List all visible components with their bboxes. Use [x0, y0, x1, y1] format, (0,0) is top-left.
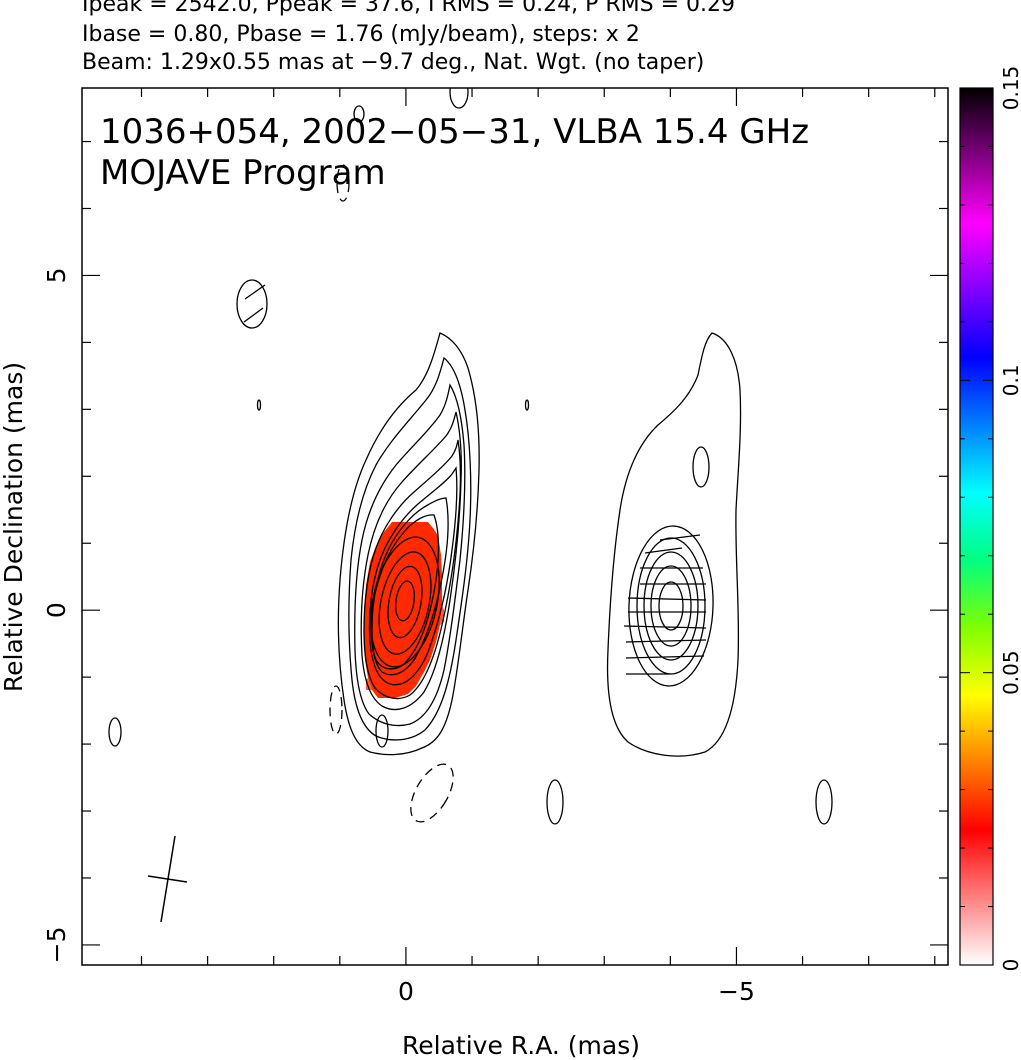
pol-contour-outer: [606, 332, 742, 757]
noise-contour: [449, 88, 469, 109]
contour-level-9: [370, 536, 440, 668]
pol-contour-6: [658, 581, 684, 631]
x-tick-label: 0: [398, 977, 414, 1006]
polarized-intensity-contours: [606, 332, 742, 757]
y-axis-label: Relative Declination (mas): [0, 362, 28, 692]
negative-contour: [410, 763, 454, 823]
beam-marker: [147, 835, 188, 923]
noise-contour: [108, 717, 122, 747]
pol-contour-4: [643, 551, 699, 661]
contour-level-10: [378, 551, 432, 655]
noise-contours: [108, 88, 833, 825]
pol-contour-small-top: [692, 446, 710, 488]
axis-ticks: [82, 88, 948, 965]
evpa-stick: [623, 625, 707, 629]
colorbar-tick-label: 0.05: [999, 650, 1021, 695]
plot-subtitle: MOJAVE Program: [100, 153, 386, 193]
contour-level-8: [370, 514, 440, 670]
total-intensity-contours: [337, 332, 480, 756]
x-tick-labels: 0 −5: [398, 977, 755, 1006]
colorbar-tick-label: 0.15: [999, 66, 1021, 111]
evpa-stick: [644, 547, 683, 554]
y-tick-labels: 5 0 −5: [42, 267, 71, 963]
y-tick-label: 5: [42, 267, 71, 283]
evpa-stick-small: [243, 307, 264, 323]
contour-level-5: [363, 439, 462, 700]
noise-contour: [546, 779, 564, 825]
plot-area: [108, 88, 833, 923]
pol-contour-2: [628, 525, 714, 687]
contour-level-4: [360, 411, 462, 711]
negative-contour: [336, 164, 350, 202]
negative-contour: [329, 685, 343, 735]
evpa-stick: [625, 655, 705, 659]
colorbar-tick-label: 0: [999, 959, 1021, 972]
y-tick-label: −5: [42, 926, 71, 963]
negative-contours: [329, 164, 454, 823]
noise-contour: [236, 279, 268, 329]
y-tick-label: 0: [42, 602, 71, 618]
evpa-vectors: [623, 534, 707, 675]
pol-contour-5: [650, 565, 692, 647]
evpa-stick-small: [244, 284, 266, 300]
colorbar: 0 0.05 0.1 0.15: [959, 66, 1021, 972]
pol-contour-3: [636, 537, 706, 675]
contour-level-1: [337, 332, 480, 756]
evpa-stick: [627, 597, 707, 601]
noise-contour: [353, 105, 365, 123]
contour-level-12: [395, 580, 415, 622]
header-line-1: Ipeak = 2542.0, Ppeak = 37.6, I RMS = 0.…: [82, 0, 735, 17]
header-line-2: Ibase = 0.80, Pbase = 1.76 (mJy/beam), s…: [82, 22, 640, 47]
x-axis-label: Relative R.A. (mas): [402, 1031, 640, 1060]
contour-small-lower-left: [375, 714, 389, 748]
noise-contour: [524, 399, 530, 411]
contour-level-7: [371, 497, 449, 676]
evpa-stick: [659, 534, 701, 541]
noise-contour: [256, 399, 262, 411]
contour-level-6: [368, 466, 458, 686]
colorbar-tick-label: 0.1: [999, 364, 1021, 396]
plot-title: 1036+054, 2002−05−31, VLBA 15.4 GHz: [100, 112, 809, 152]
noise-contour: [815, 779, 833, 825]
plot-frame: [81, 87, 949, 966]
evpa-stick: [625, 639, 707, 643]
contour-level-11: [387, 565, 423, 639]
x-tick-label: −5: [718, 977, 755, 1006]
header-line-3: Beam: 1.29x0.55 mas at −9.7 deg., Nat. W…: [82, 50, 705, 75]
contour-level-3: [354, 383, 466, 727]
